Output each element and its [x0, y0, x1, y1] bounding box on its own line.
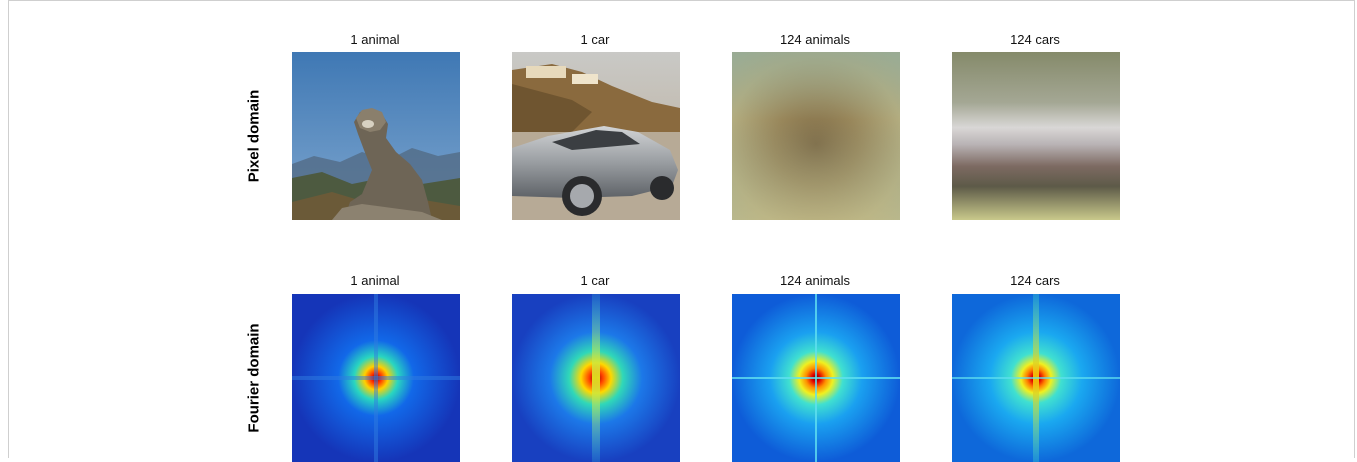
fourier-spectrum-124-cars — [952, 294, 1120, 462]
fourier-spectrum-124-animals — [732, 294, 900, 462]
caption-fourier-124-animals: 124 animals — [779, 273, 851, 288]
fourier-spectrum-1-animal — [292, 294, 460, 462]
pixel-image-124-animals — [732, 52, 900, 220]
row-label-text: Pixel domain — [245, 89, 263, 183]
caption-pixel-1-car: 1 car — [580, 32, 610, 47]
pixel-image-1-car — [512, 52, 680, 220]
caption-fourier-1-animal: 1 animal — [350, 273, 400, 288]
fourier-spectrum-1-car — [512, 294, 680, 462]
row-label-text: Fourier domain — [245, 323, 263, 433]
caption-pixel-124-cars: 124 cars — [1010, 32, 1060, 47]
pixel-image-1-animal — [292, 52, 460, 220]
caption-fourier-1-car: 1 car — [580, 273, 610, 288]
caption-fourier-124-cars: 124 cars — [1010, 273, 1060, 288]
pixel-image-124-cars — [952, 52, 1120, 220]
caption-pixel-1-animal: 1 animal — [350, 32, 400, 47]
figure-frame — [8, 0, 1355, 458]
caption-pixel-124-animals: 124 animals — [779, 32, 851, 47]
